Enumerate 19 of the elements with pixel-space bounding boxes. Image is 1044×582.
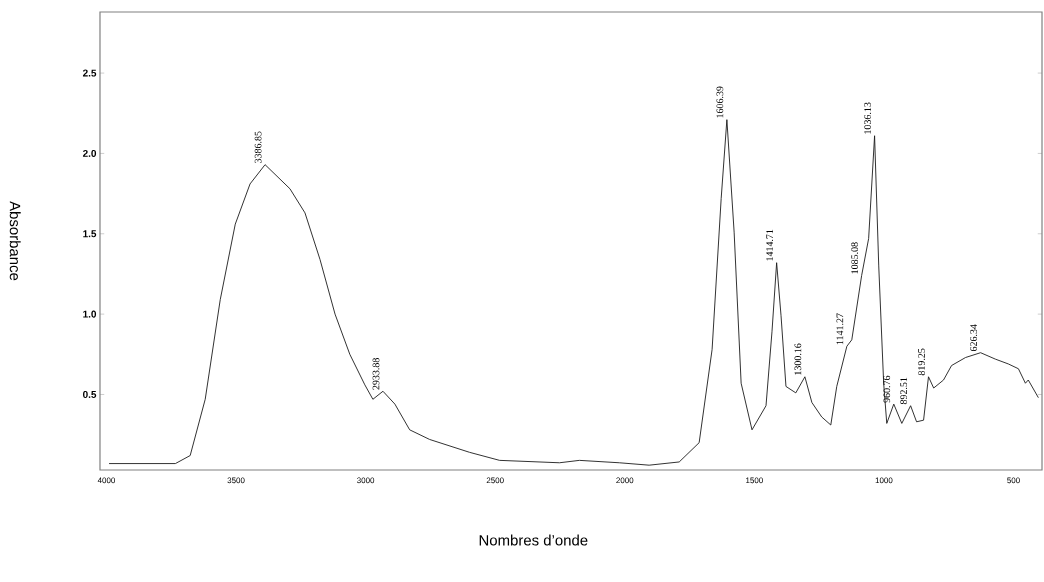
y-tick-label: 1.5 bbox=[83, 230, 97, 238]
y-tick-label: 1.0 bbox=[83, 310, 97, 318]
y-tick-label: 2.5 bbox=[82, 69, 97, 77]
annotation: 1414.71 bbox=[766, 229, 774, 261]
y-axis-title: Absorbance bbox=[9, 201, 21, 281]
annotation: 1606.39 bbox=[716, 86, 724, 118]
annotation: 960.76 bbox=[883, 375, 891, 403]
annotation: 819.25 bbox=[918, 348, 925, 376]
annotation: 892.51 bbox=[900, 377, 908, 405]
x-axis-title: Nombres d’onde bbox=[479, 534, 588, 546]
y-tick-label: 0.5 bbox=[83, 390, 97, 398]
y-tick-label: 2.0 bbox=[82, 149, 97, 157]
annotation: 3386.85 bbox=[254, 131, 262, 163]
annotation: 1141.27 bbox=[836, 313, 844, 345]
annotation: 1036.13 bbox=[864, 102, 871, 134]
annotation: 1300.16 bbox=[794, 343, 802, 375]
annotation: 626.34 bbox=[970, 324, 977, 352]
annotation: 2933.88 bbox=[372, 358, 380, 390]
annotation: 1085.08 bbox=[851, 242, 859, 274]
